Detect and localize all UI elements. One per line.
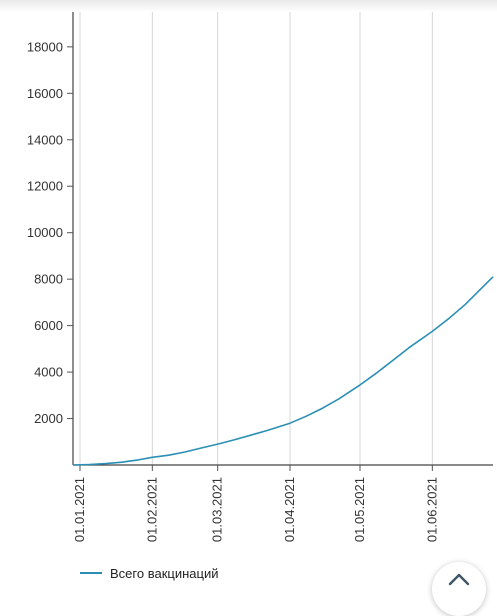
y-tick-label: 4000	[34, 365, 63, 380]
y-tick-label: 8000	[34, 272, 63, 287]
legend[interactable]: Всего вакцинаций	[80, 565, 218, 581]
series-group	[72, 276, 494, 466]
line-chart: 2000 4000 6000 8000 10000 12000 14000 16000 1800…	[27, 12, 494, 542]
x-tick-label: 01.06.2021	[424, 477, 439, 542]
x-tick-label: 01.02.2021	[144, 477, 159, 542]
legend-label: Всего вакцинаций	[110, 565, 219, 581]
top-shadow	[0, 0, 497, 12]
y-tick-label: 2000	[34, 411, 63, 426]
x-tick-label: 01.04.2021	[282, 477, 297, 542]
y-tick-label: 12000	[27, 179, 63, 194]
scroll-top-button[interactable]	[432, 562, 486, 616]
series-line	[72, 276, 494, 466]
x-tick-label: 01.01.2021	[72, 477, 87, 542]
x-tick-label: 01.03.2021	[210, 477, 225, 542]
y-tick-label: 18000	[27, 39, 63, 54]
y-tick-label: 16000	[27, 86, 63, 101]
y-tick-label: 10000	[27, 225, 63, 240]
axes	[72, 12, 493, 466]
legend-swatch	[80, 572, 102, 574]
x-tick-label: 01.05.2021	[352, 477, 367, 542]
x-axis-ticks: 01.01.2021 01.02.2021 01.03.2021 01.04.2021…	[72, 465, 439, 542]
chevron-up-icon	[448, 573, 470, 586]
y-tick-label: 14000	[27, 132, 63, 147]
y-axis-ticks: 2000 4000 6000 8000 10000 12000 14000 16000 1800…	[27, 39, 73, 426]
y-tick-label: 6000	[34, 318, 63, 333]
grid-lines	[79, 12, 433, 465]
